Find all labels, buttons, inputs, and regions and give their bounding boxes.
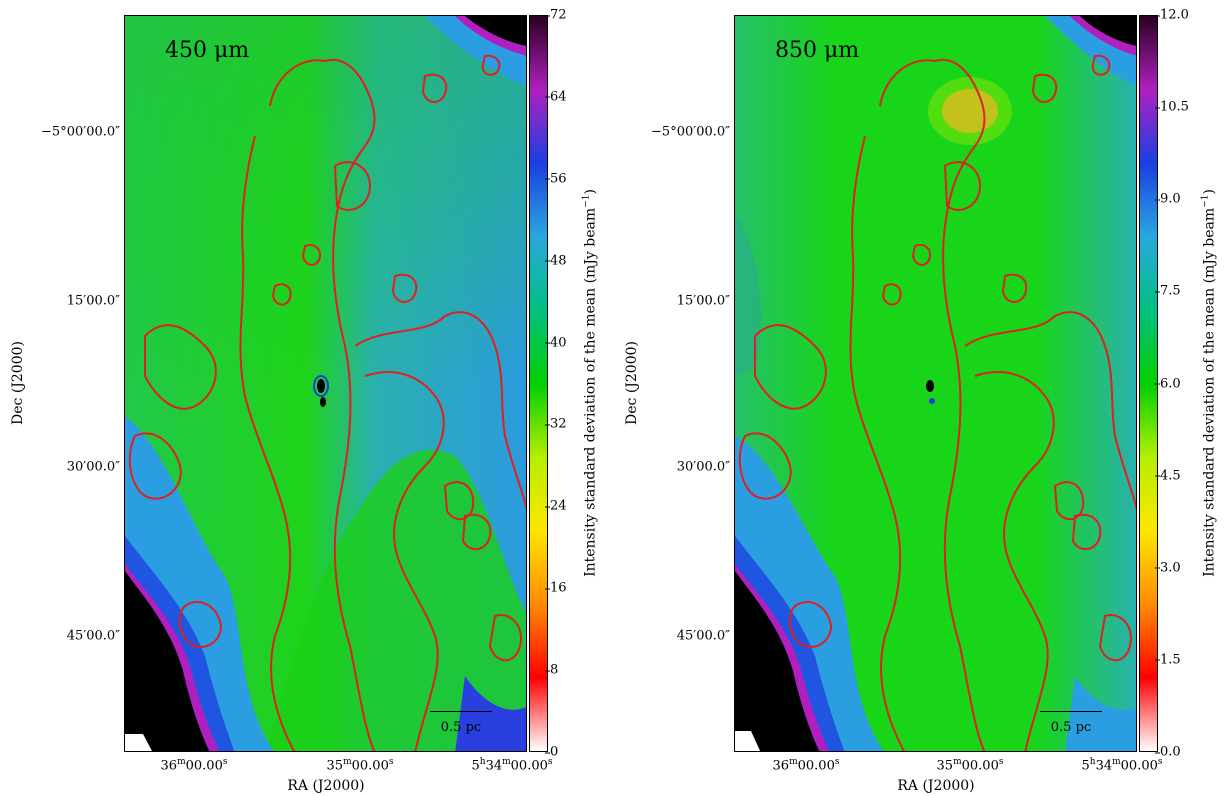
- x-tick-label: 36m00.00s: [772, 757, 840, 774]
- x-tick-label: 5h34m00.00s: [1081, 757, 1163, 774]
- noise-map-850: 850 μm 0.5 pc: [734, 15, 1137, 752]
- y-axis-label-text: Dec (J2000): [10, 341, 26, 425]
- colorbar-tick-label: 48: [545, 253, 567, 269]
- scale-bar-label: 0.5 pc: [1050, 720, 1092, 735]
- y-axis-label-text: Dec (J2000): [624, 341, 640, 425]
- colorbar-tick-label: 40: [545, 335, 567, 351]
- colorbar-tick-label: 9.0: [1155, 191, 1181, 207]
- colorbar-tick-label: 24: [545, 498, 567, 514]
- colorbar-label-text: Intensity standard deviation of the mean…: [581, 189, 599, 577]
- colorbar-tick-label: 56: [545, 171, 567, 187]
- colorbar: [529, 15, 548, 752]
- colorbar-ticks: 0.0 1.5 3.0 4.5 6.0 7.5 9.0 10.5 12.0: [1155, 8, 1200, 760]
- x-tick-label: 35m00.00s: [936, 757, 1004, 774]
- y-tick-label: 15′00.0″: [66, 293, 120, 309]
- x-tick-label: 36m00.00s: [160, 757, 228, 774]
- colorbar-ticks: 0 8 16 24 32 40 48 56 64 72: [544, 8, 590, 760]
- scale-bar: 0.5 pc: [1040, 711, 1102, 735]
- colorbar-tick-label: 0: [544, 744, 559, 760]
- band-label: 850 μm: [775, 38, 860, 63]
- colorbar-tick-label: 1.5: [1155, 652, 1181, 668]
- x-tick-label: 5h34m00.00s: [471, 757, 553, 774]
- y-tick-label: 15′00.0″: [676, 293, 730, 309]
- noise-map-panel-450: 450 μm 0.5 pc 0 8 16 24 32 40 48 56 64 72 Intensi…: [0, 0, 612, 796]
- y-tick-label: 30′00.0″: [66, 459, 120, 475]
- y-tick-label: 30′00.0″: [676, 459, 730, 475]
- scale-bar-line: [1040, 711, 1102, 712]
- x-axis-label: RA (J2000): [897, 778, 975, 794]
- x-tick-label: 35m00.00s: [326, 757, 394, 774]
- scale-bar-line: [430, 711, 492, 712]
- colorbar-tick-label: 10.5: [1155, 99, 1189, 115]
- colorbar-tick-label: 32: [545, 416, 567, 432]
- colorbar-tick-label: 4.5: [1155, 468, 1181, 484]
- x-axis-label: RA (J2000): [287, 778, 365, 794]
- y-tick-label: 45′00.0″: [66, 628, 120, 644]
- colorbar-gradient: [1140, 16, 1157, 751]
- colorbar-label-text: Intensity standard deviation of the mean…: [1200, 189, 1218, 577]
- colorbar-tick-label: 3.0: [1155, 560, 1181, 576]
- noise-map-450: 450 μm 0.5 pc: [124, 15, 527, 752]
- scale-bar-label: 0.5 pc: [440, 720, 482, 735]
- y-tick-label: −5°00′00.0″: [651, 124, 730, 140]
- colorbar-tick-label: 12.0: [1155, 7, 1189, 23]
- y-tick-label: −5°00′00.0″: [41, 124, 120, 140]
- y-tick-label: 45′00.0″: [676, 628, 730, 644]
- colorbar-tick-label: 8: [544, 662, 559, 678]
- colorbar-tick-label: 6.0: [1155, 376, 1181, 391]
- colorbar-gradient: [530, 16, 547, 751]
- colorbar-tick-label: 64: [545, 89, 567, 105]
- colorbar-tick-label: 0.0: [1155, 744, 1181, 760]
- scale-bar: 0.5 pc: [430, 711, 492, 735]
- colorbar-tick-label: 16: [545, 580, 567, 596]
- noise-map-panel-850: 850 μm 0.5 pc 0.0 1.5 3.0 4.5 6.0 7.5 9.0 10.5 1…: [612, 0, 1224, 796]
- noise-map-image-450: [125, 16, 526, 751]
- colorbar-tick-label: 7.5: [1155, 283, 1181, 299]
- noise-map-image-850: [735, 16, 1136, 751]
- colorbar-tick-label: 72: [545, 7, 567, 23]
- band-label: 450 μm: [165, 38, 250, 63]
